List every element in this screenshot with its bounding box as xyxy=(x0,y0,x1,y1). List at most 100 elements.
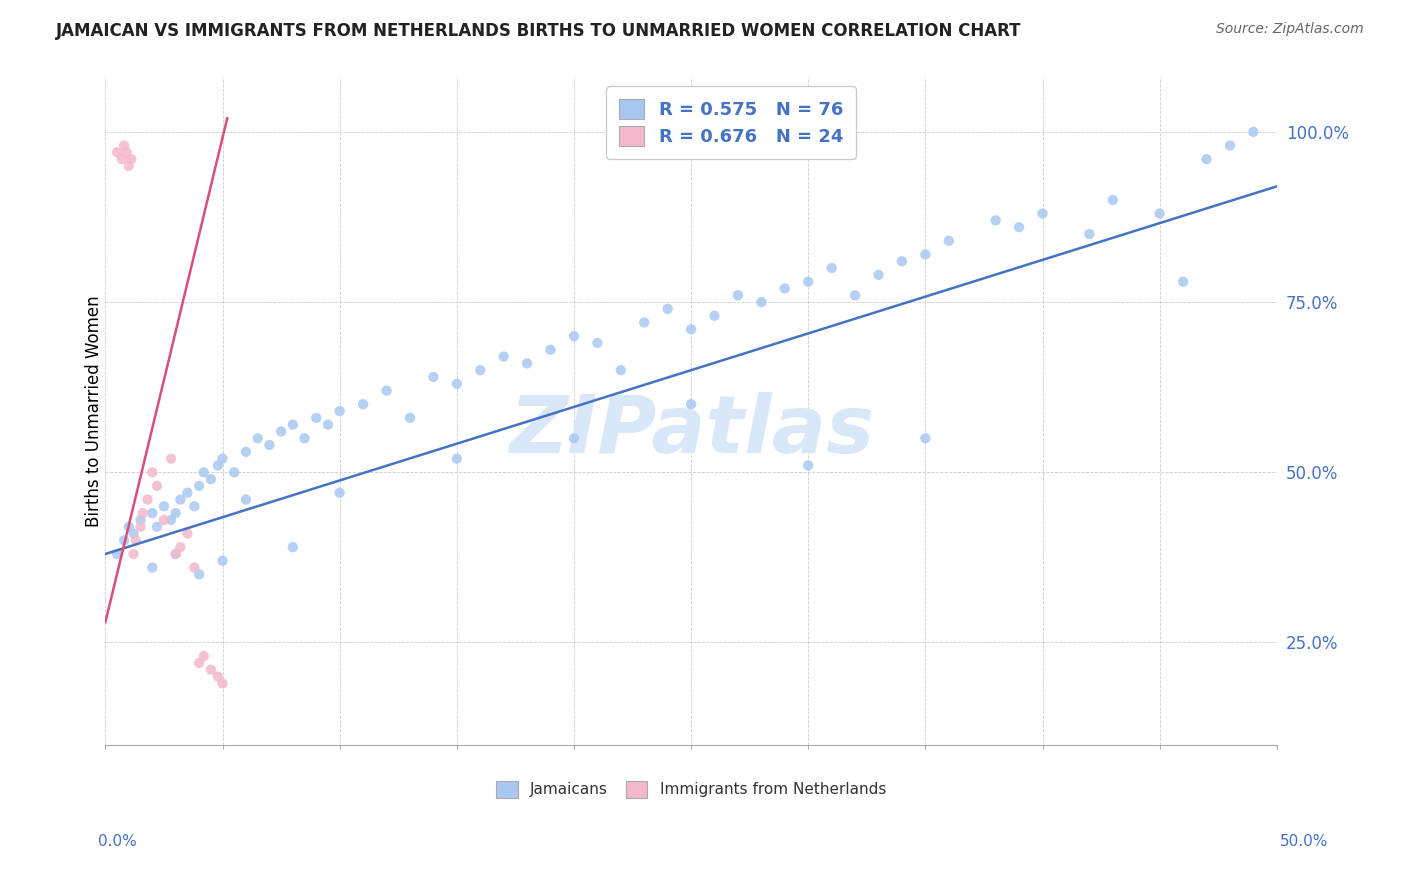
Point xyxy=(1101,193,1123,207)
Point xyxy=(681,322,703,336)
Point xyxy=(727,288,749,302)
Point xyxy=(165,547,187,561)
Point xyxy=(153,500,176,514)
Point xyxy=(153,513,176,527)
Point xyxy=(235,445,257,459)
Point xyxy=(176,485,198,500)
Text: ZIPatlas: ZIPatlas xyxy=(509,392,873,470)
Point xyxy=(235,492,257,507)
Point xyxy=(207,669,229,683)
Point xyxy=(141,465,163,479)
Point xyxy=(399,410,422,425)
Point xyxy=(169,492,191,507)
Point xyxy=(105,145,128,160)
Point xyxy=(122,526,145,541)
Point xyxy=(146,479,169,493)
Point xyxy=(914,247,936,261)
Point xyxy=(165,547,187,561)
Text: JAMAICAN VS IMMIGRANTS FROM NETHERLANDS BIRTHS TO UNMARRIED WOMEN CORRELATION CH: JAMAICAN VS IMMIGRANTS FROM NETHERLANDS … xyxy=(56,22,1022,40)
Point xyxy=(122,547,145,561)
Point xyxy=(352,397,374,411)
Point xyxy=(129,520,152,534)
Point xyxy=(492,350,515,364)
Point xyxy=(773,281,796,295)
Point xyxy=(797,458,820,473)
Point xyxy=(375,384,398,398)
Point xyxy=(821,261,844,276)
Point xyxy=(657,301,679,316)
Text: 0.0%: 0.0% xyxy=(98,834,138,849)
Point xyxy=(470,363,492,377)
Point xyxy=(868,268,890,282)
Point xyxy=(176,526,198,541)
Point xyxy=(562,431,585,445)
Point xyxy=(1031,206,1053,220)
Point xyxy=(105,547,128,561)
Point xyxy=(914,431,936,445)
Point xyxy=(516,356,538,370)
Point xyxy=(141,560,163,574)
Point xyxy=(193,649,215,664)
Point xyxy=(146,520,169,534)
Point xyxy=(259,438,281,452)
Point xyxy=(207,458,229,473)
Point xyxy=(681,397,703,411)
Point xyxy=(188,656,211,670)
Point xyxy=(1195,152,1218,166)
Point xyxy=(112,138,135,153)
Point xyxy=(188,479,211,493)
Point xyxy=(446,376,468,391)
Point xyxy=(183,500,205,514)
Point xyxy=(136,492,159,507)
Point xyxy=(183,560,205,574)
Point xyxy=(160,451,183,466)
Point xyxy=(188,567,211,582)
Point xyxy=(703,309,725,323)
Point xyxy=(211,451,233,466)
Point xyxy=(193,465,215,479)
Point xyxy=(446,451,468,466)
Point xyxy=(305,410,328,425)
Point xyxy=(751,295,773,310)
Point xyxy=(118,520,141,534)
Point xyxy=(132,506,155,520)
Y-axis label: Births to Unmarried Women: Births to Unmarried Women xyxy=(86,295,103,527)
Point xyxy=(211,676,233,690)
Point xyxy=(129,513,152,527)
Point xyxy=(270,425,292,439)
Point xyxy=(200,472,222,486)
Point xyxy=(169,540,191,554)
Point xyxy=(422,370,444,384)
Point xyxy=(938,234,960,248)
Point xyxy=(125,533,148,548)
Point xyxy=(610,363,633,377)
Legend: Jamaicans, Immigrants from Netherlands: Jamaicans, Immigrants from Netherlands xyxy=(491,775,893,804)
Point xyxy=(115,145,138,160)
Point xyxy=(1149,206,1171,220)
Point xyxy=(120,152,142,166)
Point xyxy=(294,431,316,445)
Point xyxy=(844,288,866,302)
Point xyxy=(1171,275,1194,289)
Point xyxy=(160,513,183,527)
Point xyxy=(111,152,134,166)
Point xyxy=(316,417,339,432)
Point xyxy=(329,404,352,418)
Point xyxy=(797,275,820,289)
Point xyxy=(1241,125,1264,139)
Point xyxy=(200,663,222,677)
Point xyxy=(891,254,914,268)
Point xyxy=(281,540,304,554)
Point xyxy=(329,485,352,500)
Point xyxy=(1008,220,1031,235)
Text: 50.0%: 50.0% xyxy=(1281,834,1329,849)
Text: Source: ZipAtlas.com: Source: ZipAtlas.com xyxy=(1216,22,1364,37)
Point xyxy=(633,316,655,330)
Point xyxy=(1078,227,1101,241)
Point xyxy=(246,431,269,445)
Point xyxy=(1219,138,1241,153)
Point xyxy=(586,335,609,350)
Point xyxy=(281,417,304,432)
Point xyxy=(118,159,141,173)
Point xyxy=(165,506,187,520)
